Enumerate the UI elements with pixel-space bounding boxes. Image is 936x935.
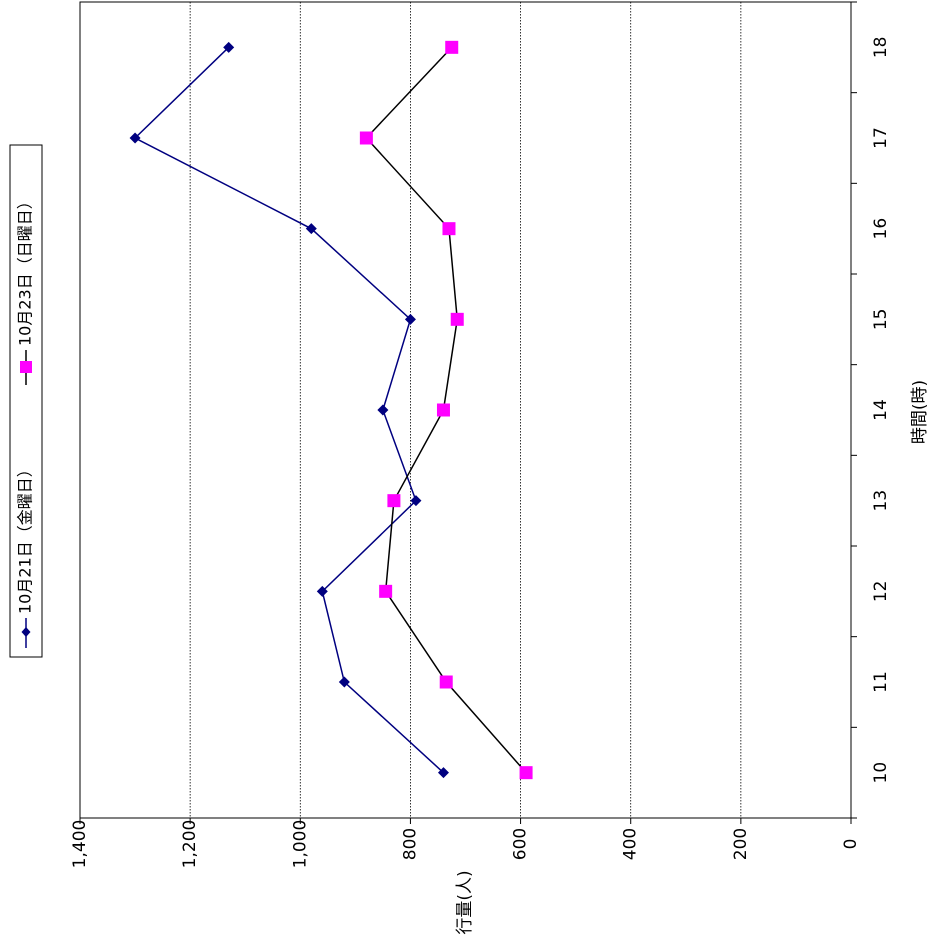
category-tick-label: 16 xyxy=(871,218,891,240)
value-tick-label: 200 xyxy=(731,828,751,860)
legend-marker-series-2 xyxy=(20,361,32,373)
data-point-series-1 xyxy=(223,41,235,53)
x-axis-title: 時間(時) xyxy=(910,380,930,444)
data-point-series-2 xyxy=(439,675,453,689)
category-tick-label: 17 xyxy=(871,127,891,149)
data-point-series-2 xyxy=(436,403,450,417)
y-axis-title: 通行量(人) xyxy=(455,870,475,935)
data-point-series-1 xyxy=(129,132,141,144)
value-tick-label: 600 xyxy=(511,828,531,860)
legend: 10月21日（金曜日） 10月23日（日曜日） xyxy=(9,144,43,658)
data-point-series-2 xyxy=(519,766,533,780)
category-tick-label: 10 xyxy=(871,762,891,784)
data-point-series-2 xyxy=(445,40,459,54)
category-tick-label: 15 xyxy=(871,309,891,331)
legend-box xyxy=(9,144,43,658)
value-tick-label: 1,000 xyxy=(290,820,310,869)
value-tick-label: 1,400 xyxy=(70,820,90,869)
value-tick-label: 1,200 xyxy=(180,820,200,869)
data-point-series-1 xyxy=(377,404,389,416)
value-tick-label: 800 xyxy=(400,828,420,860)
x-axis-ticks: 10 11 12 13 14 15 16 17 18 xyxy=(851,1,891,819)
legend-marker-series-1 xyxy=(21,627,31,637)
data-point-series-1 xyxy=(404,313,416,325)
series-layer xyxy=(129,40,533,780)
value-tick-label: 400 xyxy=(621,828,641,860)
plot-area-frame xyxy=(79,1,852,819)
data-point-series-2 xyxy=(359,131,373,145)
category-tick-label: 14 xyxy=(871,399,891,421)
category-tick-label: 12 xyxy=(871,581,891,603)
gridlines xyxy=(189,2,742,818)
data-point-series-1 xyxy=(316,585,328,597)
category-tick-label: 18 xyxy=(871,37,891,59)
y-axis-ticks: 0 200 400 600 800 1,000 1,200 1,400 xyxy=(70,818,861,868)
data-point-series-1 xyxy=(305,223,317,235)
legend-label-series-1: 10月21日（金曜日） xyxy=(16,461,35,614)
data-point-series-2 xyxy=(450,312,464,326)
data-point-series-1 xyxy=(338,676,350,688)
legend-label-series-2: 10月23日（日曜日） xyxy=(16,193,35,346)
data-point-series-2 xyxy=(387,494,401,508)
data-point-series-1 xyxy=(437,767,449,779)
data-point-series-2 xyxy=(379,584,393,598)
category-tick-label: 11 xyxy=(871,671,891,693)
category-tick-label: 13 xyxy=(871,490,891,512)
value-tick-label: 0 xyxy=(841,839,861,850)
data-point-series-2 xyxy=(442,222,456,236)
data-point-series-1 xyxy=(410,495,422,507)
